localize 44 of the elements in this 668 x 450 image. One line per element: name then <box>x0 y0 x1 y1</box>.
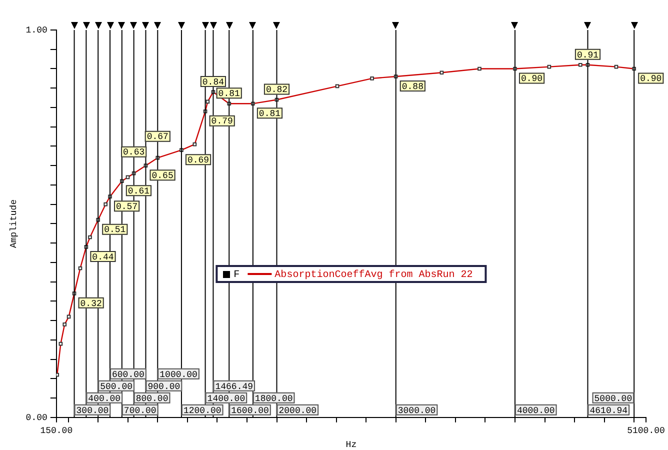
y-tick-label: 1.00 <box>26 25 48 36</box>
data-label: 0.88 <box>402 82 424 92</box>
data-label: 0.51 <box>104 225 126 236</box>
ref-line-label: 500.00 <box>100 382 132 392</box>
y-axis-title: Amplitude <box>8 199 19 248</box>
data-label: 0.69 <box>187 155 210 166</box>
data-label: 0.91 <box>576 50 599 60</box>
ref-line-label: 4610.94 <box>590 406 628 416</box>
data-label: 0.67 <box>146 132 168 142</box>
x-tick-label: 150.00 <box>40 426 73 436</box>
data-label: 0.81 <box>218 88 240 99</box>
data-label: 0.90 <box>640 74 662 84</box>
ref-line-label: 700.00 <box>124 406 156 416</box>
ref-line-label: 1800.00 <box>254 394 293 404</box>
ref-line-label: 1600.00 <box>231 406 269 416</box>
data-label: 0.63 <box>123 148 145 158</box>
ref-line-label: 3000.00 <box>398 406 436 416</box>
ref-line-label: 1466.49 <box>215 382 254 392</box>
data-label: 0.57 <box>116 202 138 212</box>
ref-line-label: 2000.00 <box>278 406 317 416</box>
ref-line-label: 800.00 <box>136 394 168 404</box>
x-axis-title: Hz <box>346 440 357 450</box>
data-label: 0.81 <box>258 108 281 119</box>
ref-line-label: 300.00 <box>76 406 109 416</box>
ref-line-label: 4000.00 <box>516 406 555 416</box>
data-label: 0.79 <box>211 116 233 127</box>
ref-line-label: 1000.00 <box>160 370 198 380</box>
ref-line-label: 900.00 <box>148 382 180 392</box>
data-label: 0.65 <box>152 170 174 181</box>
text: AbsorptionCoeffAvg from AbsRun 22 <box>274 269 473 282</box>
data-label: 0.61 <box>128 186 150 196</box>
data-label: 0.84 <box>202 77 224 88</box>
ref-line-label: 600.00 <box>112 370 144 380</box>
y-tick-label: 0.00 <box>26 412 48 423</box>
legend-title: F <box>234 270 240 282</box>
ref-line-label: 1200.00 <box>183 406 222 416</box>
data-label: 0.44 <box>92 252 114 262</box>
data-label: 0.90 <box>520 74 543 84</box>
data-label: 0.82 <box>266 85 288 96</box>
data-label: 0.32 <box>80 298 102 309</box>
x-tick-label: 5100.00 <box>627 426 665 436</box>
ref-line-label: 400.00 <box>88 394 121 404</box>
ref-line-label: 1400.00 <box>207 394 246 404</box>
ref-line-label: 5000.00 <box>594 394 632 404</box>
